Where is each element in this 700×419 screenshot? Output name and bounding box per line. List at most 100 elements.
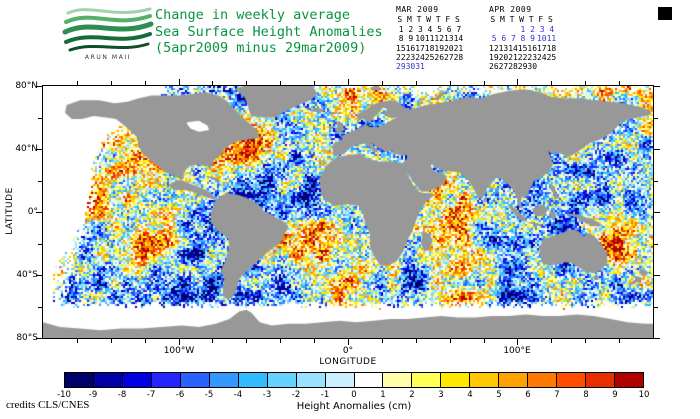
axis-tick [38, 118, 42, 119]
colorbar-cell [354, 373, 384, 387]
axis-tick [517, 79, 518, 85]
calendar-weekday: F [538, 15, 544, 25]
axis-tick [179, 339, 180, 345]
calendar-day: 23 [527, 53, 538, 63]
calendar-title: MAR 2009 [396, 5, 439, 14]
axis-tick [517, 339, 518, 345]
calendar-day: 6 [446, 24, 452, 34]
axis-tick [36, 149, 42, 150]
latitude-tick-label: 80°S [16, 333, 38, 343]
calendar-weekday: W [426, 15, 431, 25]
calendar-day: 12 [434, 34, 445, 44]
axis-tick [280, 339, 281, 343]
calendar-blank [489, 25, 499, 34]
calendar-day: 26 [489, 62, 499, 72]
calendar-day: 30 [405, 62, 416, 72]
calendar-day: 16 [405, 43, 416, 53]
colorbar-tick-label: -6 [175, 390, 185, 400]
credits-text: credits CLS/CNES [6, 399, 90, 411]
axis-tick [314, 81, 315, 85]
axis-tick [38, 181, 42, 182]
calendar-day: 18 [424, 43, 435, 53]
colorbar-cell [412, 373, 442, 387]
calendar-day: 11 [424, 34, 435, 44]
colorbar-cell [441, 373, 471, 387]
calendar-day: 29 [517, 62, 528, 72]
colorbar-tick-label: 0 [351, 390, 357, 400]
axis-tick [619, 339, 620, 343]
colorbar-tick-label: -2 [291, 390, 301, 400]
colorbar-title: Height Anomalies (cm) [296, 401, 412, 412]
axis-tick [111, 81, 112, 85]
latitude-tick-label: 0° [27, 207, 38, 217]
axis-tick [416, 81, 417, 85]
colorbar-tick-label: -10 [57, 390, 71, 400]
calendar-day: 6 [501, 34, 507, 44]
colorbar-tick-label: 10 [638, 390, 650, 400]
axis-tick [654, 244, 658, 245]
calendar-day: 31 [415, 62, 425, 72]
longitude-tick-label: 0° [342, 346, 354, 356]
longitude-tick-label: 100°W [163, 346, 195, 356]
colorbar-tick-label: 6 [525, 390, 531, 400]
axis-tick [38, 244, 42, 245]
calendar-blank [508, 25, 518, 34]
axis-tick [348, 79, 349, 85]
colorbar-tick-label: 1 [380, 390, 386, 400]
axis-tick [654, 149, 660, 150]
calendar-day: 24 [536, 53, 547, 63]
calendar-day: 7 [456, 24, 462, 34]
colorbar-cell [383, 373, 413, 387]
calendar-day: 22 [517, 53, 528, 63]
calendar-blank [499, 25, 509, 34]
logo-caption: ARUN MAII [84, 54, 132, 61]
colorbar-cell [615, 373, 644, 387]
title-line-2: Sea Surface Height Anomalies [155, 23, 383, 40]
colorbar-tick-label: 4 [467, 390, 473, 400]
calendar-day: 3 [417, 24, 423, 34]
calendar-weekday: T [509, 15, 515, 25]
colorbar-cell [528, 373, 558, 387]
axis-tick [212, 339, 213, 343]
map-frame [42, 85, 654, 339]
calendar-weekday: T [416, 15, 422, 25]
axis-tick [348, 339, 349, 345]
calendar-day: 1 [398, 24, 404, 34]
axis-tick [551, 81, 552, 85]
calendar-day: 13 [443, 34, 454, 44]
colorbar-tick-label: -7 [146, 390, 156, 400]
calendar-weekday: M [499, 15, 505, 25]
colorbar-cell [238, 373, 268, 387]
calendar-march: MAR 2009 S M T W T F S 1 2 3 4 5 6 7 8 9 10 11 12 13 14 15 16 17… [396, 5, 463, 72]
axis-tick [654, 275, 660, 276]
title-line-1: Change in weekly average [155, 7, 351, 23]
axis-tick [111, 339, 112, 343]
calendar-weekday: S [454, 15, 460, 25]
axis-tick [36, 275, 42, 276]
calendar-grid: S M T W T F S 1 2 3 4 5 6 7 8 9 10 11 12 13 14 15 16 17 18 19 20 21… [396, 15, 463, 71]
colorbar-tick-label: -4 [233, 390, 243, 400]
axis-tick [484, 81, 485, 85]
calendar-day: 26 [434, 53, 445, 63]
calendar-day: 29 [396, 62, 406, 72]
calendar-day: 7 [510, 34, 516, 44]
calendar-title: APR 2009 [489, 5, 532, 14]
calendar-day: 10 [415, 34, 425, 44]
colorbar-cell [151, 373, 181, 387]
axis-tick [212, 81, 213, 85]
logo-waves-icon [62, 7, 154, 52]
axis-tick [450, 339, 451, 343]
calendar-day: 9 [530, 34, 535, 44]
calendar-day: 27 [443, 53, 454, 63]
colorbar-tick-label: -1 [320, 390, 330, 400]
calendar-day: 17 [415, 43, 425, 53]
calendar-day: 2 [530, 24, 535, 34]
colorbar-cell [65, 373, 94, 387]
axis-tick [382, 339, 383, 343]
calendar-day: 15 [396, 43, 406, 53]
calendar-day: 13 [498, 43, 509, 53]
calendar-day: 9 [408, 34, 414, 44]
calendar-day: 4 [427, 24, 433, 34]
axis-tick [179, 79, 180, 85]
calendar-day: 15 [517, 43, 528, 53]
